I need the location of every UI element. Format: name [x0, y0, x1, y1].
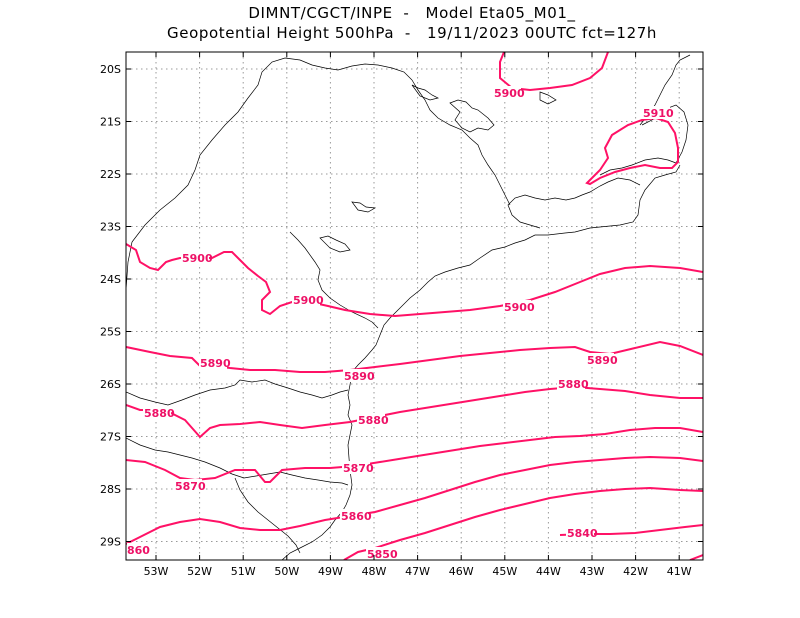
lon-label: 47W: [405, 565, 430, 578]
lon-label: 53W: [144, 565, 169, 578]
contour-label: 5870: [175, 480, 206, 493]
lat-label: 21S: [100, 116, 121, 129]
lon-label: 51W: [231, 565, 256, 578]
pr-west-border: [126, 241, 133, 291]
contour-label: 5880: [358, 414, 389, 427]
longitude-labels: 53W 52W 51W 50W 49W 48W 47W 46W 45W 44W 43W 42W 41W: [144, 565, 692, 578]
contour-label: 860: [127, 544, 150, 557]
contour-label: 5880: [558, 378, 589, 391]
contour-label: 5850: [367, 548, 398, 561]
rio-coast-detail: [599, 157, 677, 176]
contour-label: 5880: [144, 407, 175, 420]
map-title-line-2: Geopotential Height 500hPa - 19/11/2023 …: [167, 24, 657, 42]
minas-border: [507, 177, 641, 229]
contour-5900-west: [126, 243, 703, 318]
lat-label: 28S: [100, 483, 121, 496]
axis-ticks: [126, 52, 703, 560]
lon-label: 50W: [274, 565, 299, 578]
sp-pr-border: [289, 231, 379, 329]
contour-labels: 5910 5900 5900 5900 5900 5890 5890 5890 …: [127, 86, 674, 561]
reservoir-2: [351, 201, 377, 213]
contour-5880: [126, 385, 703, 439]
lat-label: 24S: [100, 273, 121, 286]
sp-mg-border: [411, 79, 511, 206]
contour-label: 5900: [293, 294, 324, 307]
lat-label: 22S: [100, 168, 121, 181]
pr-sc-border: [126, 379, 349, 406]
lon-label: 41W: [667, 565, 692, 578]
contour-label: 5900: [494, 87, 525, 100]
contour-label: 5870: [343, 462, 374, 475]
contour-5830: [689, 554, 703, 560]
coastline-and-borders: [126, 54, 691, 560]
contour-5910: [585, 116, 679, 186]
contour-label: 5890: [200, 357, 231, 370]
lon-label: 45W: [492, 565, 517, 578]
lon-label: 46W: [449, 565, 474, 578]
contour-label: 5890: [587, 354, 618, 367]
contour-label: 5890: [344, 370, 375, 383]
contour-label: 5840: [567, 527, 598, 540]
map-frame: [125, 51, 704, 561]
rs-west-border: [234, 477, 301, 554]
contour-label: 5900: [182, 252, 213, 265]
reservoir-5: [539, 91, 557, 105]
contour-label: 5860: [341, 510, 372, 523]
contour-lines: [126, 52, 703, 560]
lat-label: 27S: [100, 431, 121, 444]
latitude-labels: 20S 21S 22S 23S 24S 25S 26S 27S 28S 29S: [100, 63, 121, 549]
reservoir-4: [411, 84, 440, 101]
lon-label: 42W: [623, 565, 648, 578]
contour-label: 5910: [643, 107, 674, 120]
contour-5900-north: [499, 52, 609, 92]
contour-5860: [126, 455, 703, 545]
graticule: [126, 52, 703, 560]
reservoir-1: [449, 99, 495, 133]
lon-label: 44W: [536, 565, 561, 578]
coastline: [281, 164, 681, 560]
sp-northwest-border: [131, 57, 413, 243]
sc-rs-border: [126, 437, 349, 486]
lon-label: 43W: [580, 565, 605, 578]
lat-label: 29S: [100, 536, 121, 549]
lon-label: 48W: [362, 565, 387, 578]
lat-label: 23S: [100, 221, 121, 234]
reservoir-3: [319, 235, 351, 253]
contour-label: 5900: [504, 301, 535, 314]
lat-label: 26S: [100, 378, 121, 391]
lon-label: 52W: [187, 565, 212, 578]
map-title-line-1: DIMNT/CGCT/INPE - Model Eta05_M01_: [248, 4, 576, 22]
lon-label: 49W: [318, 565, 343, 578]
contour-5850: [343, 486, 703, 560]
lat-label: 20S: [100, 63, 121, 76]
lat-label: 25S: [100, 326, 121, 339]
